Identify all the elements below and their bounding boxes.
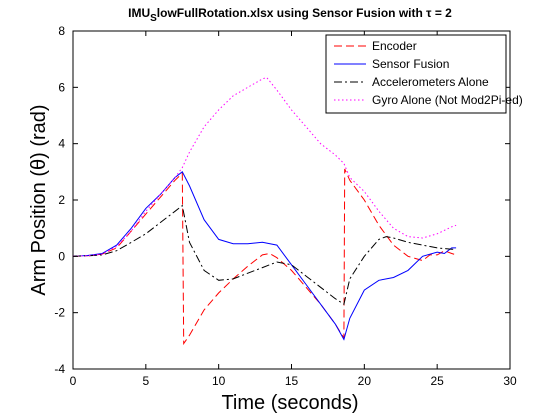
chart-title-rest: lowFullRotation.xlsx using Sensor Fusion… xyxy=(157,6,452,20)
legend-box xyxy=(325,34,507,114)
legend-label: Gyro Alone (Not Mod2Pi-ed) xyxy=(372,93,523,107)
y-axis-label: Arm Position (θ) (rad) xyxy=(28,104,50,295)
chart-title: IMUSlowFullRotation.xlsx using Sensor Fu… xyxy=(128,6,452,24)
series-line-3 xyxy=(72,204,457,306)
series-line-2 xyxy=(72,171,457,341)
y-tick-label: 6 xyxy=(58,80,65,94)
y-tick-label: -2 xyxy=(54,306,65,320)
x-axis-label: Time (seconds) xyxy=(221,392,358,414)
legend-label: Accelerometers Alone xyxy=(372,75,489,89)
y-tick-label: -4 xyxy=(54,362,65,376)
y-tick-label: 0 xyxy=(58,249,65,263)
y-tick-label: 2 xyxy=(58,193,65,207)
chart-title-main: IMU xyxy=(128,6,150,20)
legend-label: Sensor Fusion xyxy=(372,57,449,71)
legend-label: Encoder xyxy=(372,39,417,53)
chart-title-subscript: S xyxy=(150,13,157,24)
x-tick-label: 10 xyxy=(212,374,226,388)
x-tick-label: 20 xyxy=(358,374,372,388)
x-tick-label: 25 xyxy=(430,374,444,388)
y-tick-label: 8 xyxy=(58,24,65,38)
ticks-layer: 0 5 10 15 20 25 30 -4 -2 0 2 4 6 8 xyxy=(54,24,517,388)
x-tick-label: 5 xyxy=(142,374,149,388)
series-layer xyxy=(72,76,457,346)
x-tick-label: 15 xyxy=(285,374,299,388)
series-line-1 xyxy=(72,168,457,346)
x-tick-label: 30 xyxy=(503,374,517,388)
y-tick-label: 4 xyxy=(58,137,65,151)
x-tick-label: 0 xyxy=(70,374,77,388)
legend: Encoder Sensor Fusion Accelerometers Alone… xyxy=(325,34,523,114)
